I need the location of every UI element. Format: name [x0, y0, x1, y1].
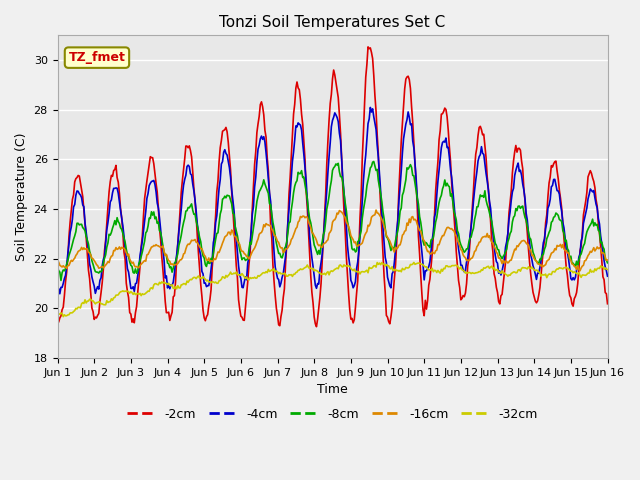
-4cm: [333, 115, 341, 120]
Text: TZ_fmet: TZ_fmet: [68, 51, 125, 64]
-32cm: [454, 265, 462, 271]
-4cm: [54, 287, 61, 292]
-16cm: [303, 215, 311, 220]
-32cm: [604, 266, 611, 272]
-8cm: [333, 162, 341, 168]
-16cm: [442, 227, 450, 233]
-16cm: [332, 215, 340, 220]
-4cm: [580, 216, 588, 221]
-8cm: [54, 265, 61, 271]
-8cm: [57, 277, 65, 283]
-2cm: [364, 44, 372, 50]
-4cm: [305, 212, 312, 218]
-32cm: [410, 260, 418, 265]
Y-axis label: Soil Temperature (C): Soil Temperature (C): [15, 132, 28, 261]
-2cm: [604, 301, 611, 307]
-32cm: [444, 263, 451, 269]
-2cm: [444, 114, 451, 120]
-4cm: [444, 144, 451, 150]
-16cm: [604, 257, 611, 263]
-32cm: [461, 270, 469, 276]
-16cm: [454, 237, 461, 243]
-2cm: [580, 205, 588, 211]
-32cm: [305, 264, 312, 270]
-8cm: [604, 260, 611, 266]
-16cm: [54, 258, 61, 264]
-16cm: [576, 268, 584, 274]
X-axis label: Time: Time: [317, 383, 348, 396]
Line: -8cm: -8cm: [58, 161, 607, 280]
-2cm: [461, 290, 469, 296]
-2cm: [54, 313, 61, 319]
-16cm: [372, 207, 380, 213]
-4cm: [56, 291, 63, 297]
-4cm: [461, 267, 469, 273]
-4cm: [604, 273, 611, 279]
-8cm: [305, 207, 312, 213]
-8cm: [454, 231, 462, 237]
-32cm: [54, 310, 61, 316]
-32cm: [60, 314, 67, 320]
-4cm: [454, 246, 462, 252]
Legend: -2cm, -4cm, -8cm, -16cm, -32cm: -2cm, -4cm, -8cm, -16cm, -32cm: [122, 403, 543, 426]
Line: -32cm: -32cm: [58, 263, 607, 317]
-2cm: [333, 87, 341, 93]
-16cm: [460, 254, 468, 260]
Line: -4cm: -4cm: [58, 108, 607, 294]
-2cm: [303, 205, 311, 211]
-8cm: [444, 180, 451, 186]
Line: -2cm: -2cm: [58, 47, 607, 327]
-32cm: [580, 272, 588, 278]
Line: -16cm: -16cm: [58, 210, 607, 271]
Title: Tonzi Soil Temperatures Set C: Tonzi Soil Temperatures Set C: [220, 15, 445, 30]
-8cm: [580, 240, 588, 246]
-16cm: [580, 258, 588, 264]
-4cm: [367, 105, 374, 110]
-2cm: [454, 277, 462, 283]
-32cm: [333, 265, 341, 271]
-2cm: [312, 324, 320, 330]
-8cm: [461, 248, 469, 254]
-8cm: [370, 158, 378, 164]
